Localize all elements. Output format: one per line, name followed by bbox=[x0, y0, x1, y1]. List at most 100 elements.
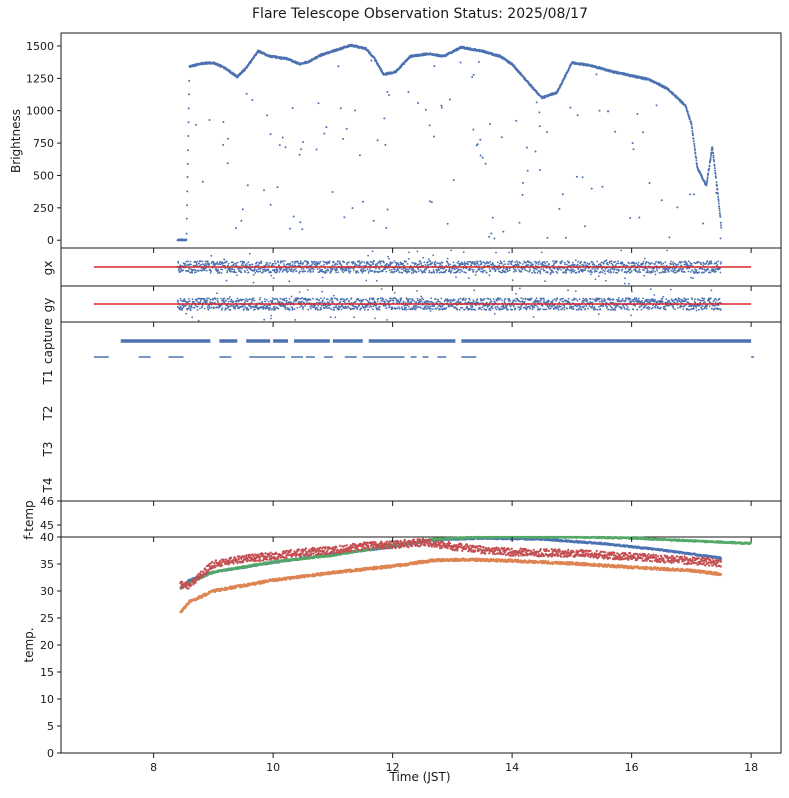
gx-series-point bbox=[384, 268, 387, 270]
gy-series-point bbox=[339, 301, 342, 303]
gx-series-point bbox=[408, 270, 411, 273]
brightness-series-point bbox=[521, 181, 524, 184]
gx-series-point bbox=[269, 262, 271, 264]
gx-series-point bbox=[304, 270, 306, 273]
gx-series-point bbox=[441, 264, 443, 267]
gx-series-point bbox=[634, 264, 636, 267]
x-axis-label: Time (JST) bbox=[388, 770, 450, 784]
brightness-series-point bbox=[706, 176, 709, 179]
gy-series-point bbox=[320, 305, 323, 307]
brightness-series-point bbox=[521, 193, 524, 196]
gx-series-point bbox=[407, 268, 410, 271]
gx-series-point bbox=[607, 263, 609, 266]
brightness-series-point bbox=[385, 226, 388, 229]
gx-series-point bbox=[677, 263, 680, 265]
gx-series-point bbox=[231, 261, 234, 264]
gx-series-point bbox=[674, 269, 677, 272]
gx-series-point bbox=[272, 262, 275, 265]
gy-series-point bbox=[277, 300, 279, 302]
gx-series-point bbox=[577, 260, 579, 263]
gx-series-point bbox=[660, 271, 663, 274]
gx-series-point bbox=[694, 262, 697, 265]
gx-series-point bbox=[452, 261, 455, 264]
gx-series-point bbox=[605, 259, 608, 262]
gx-series-point bbox=[536, 268, 538, 271]
gx-series-point bbox=[365, 279, 368, 282]
gx-series-point bbox=[664, 261, 667, 263]
brightness-series-point bbox=[384, 143, 387, 146]
gy-series-point bbox=[393, 292, 396, 294]
gx-series-point bbox=[582, 264, 585, 266]
gx-series-point bbox=[427, 258, 430, 261]
gy-series-point bbox=[285, 297, 288, 300]
gx-series-point bbox=[565, 263, 568, 266]
gx-series-point bbox=[405, 260, 407, 263]
brightness-series-point bbox=[477, 61, 480, 63]
gx-series-point bbox=[596, 260, 599, 263]
gx-series-point bbox=[687, 260, 690, 263]
gx-series-point bbox=[366, 268, 369, 271]
gx-series-point bbox=[600, 264, 602, 267]
gx-series-point bbox=[283, 263, 285, 265]
gy-series-point bbox=[284, 308, 287, 310]
gy-series-point bbox=[279, 300, 281, 303]
brightness-series-point bbox=[317, 102, 320, 105]
gx-series-point bbox=[188, 268, 191, 270]
gx-series-point bbox=[567, 268, 569, 271]
gy-series-point bbox=[251, 299, 254, 302]
gx-series-point bbox=[300, 268, 303, 270]
gx-series-point bbox=[692, 277, 694, 279]
gx-series-point bbox=[646, 271, 649, 274]
gx-series-point bbox=[682, 268, 685, 270]
brightness-series-point bbox=[715, 184, 718, 187]
gx-series-point bbox=[474, 274, 477, 276]
gy-series-point bbox=[224, 308, 226, 311]
gy-series-point bbox=[199, 307, 201, 310]
brightness-series-point bbox=[709, 158, 712, 161]
gx-series-point bbox=[252, 281, 255, 284]
gx-series-point bbox=[646, 270, 649, 272]
gx-series-point bbox=[513, 270, 515, 273]
gy-series-point bbox=[294, 319, 297, 321]
gx-series-point bbox=[391, 261, 394, 264]
gx-series-point bbox=[621, 262, 624, 265]
gx-series-point bbox=[229, 270, 232, 273]
gx-series-point bbox=[522, 263, 524, 265]
gy-series-point bbox=[412, 298, 414, 300]
temp-ylabel: temp. bbox=[22, 627, 36, 662]
gy-series-point bbox=[350, 297, 353, 299]
gy-series-point bbox=[288, 297, 291, 300]
gy-series-point bbox=[433, 305, 436, 308]
gx-series-point bbox=[587, 270, 589, 272]
gy-series-point bbox=[372, 298, 375, 300]
gx-series-point bbox=[450, 269, 453, 272]
gx-series-point bbox=[646, 267, 648, 270]
brightness-series-point bbox=[428, 124, 431, 127]
gx-series-point bbox=[707, 268, 709, 271]
gx-series-point bbox=[388, 257, 390, 260]
brightness-series-point bbox=[590, 187, 593, 190]
gy-series-point bbox=[196, 305, 199, 308]
brightness-series-point bbox=[719, 214, 722, 216]
gx-series-point bbox=[231, 270, 233, 273]
gy-series-point bbox=[304, 305, 306, 307]
gx-series-point bbox=[199, 260, 202, 263]
gx-series-point bbox=[195, 271, 197, 273]
gy-series-point bbox=[317, 309, 319, 311]
gx-series-point bbox=[201, 260, 204, 263]
gx-series-point bbox=[313, 260, 316, 263]
brightness-series bbox=[176, 43, 723, 242]
gx-series-point bbox=[259, 267, 262, 270]
brightness-series-point bbox=[291, 107, 294, 110]
gx-series-point bbox=[662, 262, 665, 265]
gy-series-point bbox=[209, 298, 212, 301]
gx-series-point bbox=[190, 263, 192, 266]
gy-series-point bbox=[330, 308, 332, 310]
brightness-series-point bbox=[713, 167, 716, 170]
gy-series-point bbox=[213, 306, 215, 309]
gy-series-point bbox=[201, 305, 204, 308]
gy-series-point bbox=[259, 297, 262, 299]
brightness-series-point bbox=[186, 190, 189, 193]
gx-series-point bbox=[629, 268, 631, 271]
gx-series-point bbox=[341, 269, 343, 272]
